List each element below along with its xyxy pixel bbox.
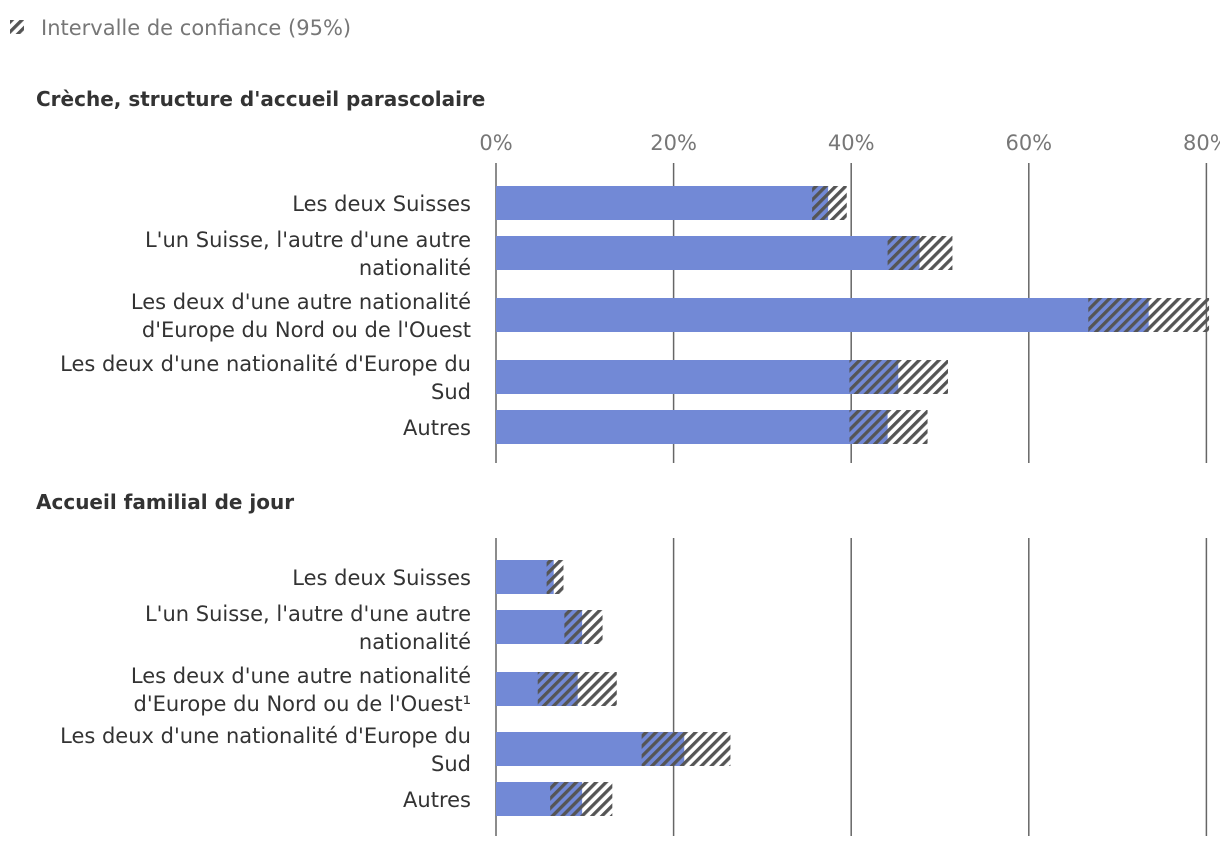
x-tick-label: 40% <box>828 131 875 155</box>
category-label-line: Les deux d'une nationalité d'Europe du <box>60 724 471 748</box>
bar <box>496 186 829 220</box>
category-label-line: Les deux d'une nationalité d'Europe du <box>60 352 471 376</box>
category-label-line: Les deux Suisses <box>292 566 471 590</box>
confidence-interval <box>537 672 617 706</box>
category-label: Les deux d'une autre nationalité d'Europe… <box>131 664 471 716</box>
category-label-line: Sud <box>431 380 471 404</box>
category-label-line: Les deux Suisses <box>292 192 471 216</box>
x-tick-label: 20% <box>650 131 697 155</box>
bar <box>496 360 899 394</box>
category-label-line: L'un Suisse, l'autre d'une autre <box>145 228 471 252</box>
confidence-interval <box>849 360 948 394</box>
legend-ci-label: Intervalle de confiance (95%) <box>41 16 351 40</box>
confidence-interval <box>550 782 613 816</box>
category-label-line: Les deux d'une autre nationalité <box>131 290 471 314</box>
category-label: L'un Suisse, l'autre d'une autre national… <box>145 228 471 280</box>
category-label-line: Les deux d'une autre nationalité <box>131 664 471 688</box>
panel-title: Crèche, structure d'accueil parascolaire <box>36 87 485 111</box>
category-label-line: d'Europe du Nord ou de l'Ouest¹ <box>134 692 472 716</box>
category-label: Les deux d'une nationalité d'Europe du Su… <box>60 724 471 776</box>
bar <box>496 298 1149 332</box>
bar <box>496 236 920 270</box>
chart-panels: Crèche, structure d'accueil parascolaire… <box>36 87 1220 836</box>
category-label-line: nationalité <box>359 256 471 280</box>
category-label: Autres <box>403 416 471 440</box>
category-label: Autres <box>403 788 471 812</box>
panel-2: Accueil familial de jour Les deux Suisses… <box>36 490 1208 836</box>
confidence-interval <box>887 236 953 270</box>
category-label-line: Autres <box>403 788 471 812</box>
confidence-interval <box>564 610 603 644</box>
category-label-line: Sud <box>431 752 471 776</box>
legend-hatch-swatch <box>10 20 24 34</box>
category-label-line: d'Europe du Nord ou de l'Ouest <box>142 318 471 342</box>
category-label: Les deux Suisses <box>292 192 471 216</box>
x-tick-label: 60% <box>1005 131 1052 155</box>
legend: Intervalle de confiance (95%) <box>10 16 351 40</box>
category-label-line: nationalité <box>359 630 471 654</box>
bar <box>496 410 888 444</box>
panel-1: Crèche, structure d'accueil parascolaire… <box>36 87 1220 463</box>
category-label-line: L'un Suisse, l'autre d'une autre <box>145 602 471 626</box>
confidence-interval <box>1088 298 1210 332</box>
x-tick-label: 0% <box>479 131 512 155</box>
confidence-interval <box>849 410 928 444</box>
category-label: Les deux Suisses <box>292 566 471 590</box>
confidence-interval <box>546 560 564 594</box>
category-label-line: Autres <box>403 416 471 440</box>
panel-title: Accueil familial de jour <box>36 490 294 514</box>
confidence-interval <box>812 186 847 220</box>
confidence-interval <box>641 732 731 766</box>
category-label: Les deux d'une nationalité d'Europe du Su… <box>60 352 471 404</box>
category-label: Les deux d'une autre nationalité d'Europe… <box>131 290 471 342</box>
category-label: L'un Suisse, l'autre d'une autre national… <box>145 602 471 654</box>
x-tick-label: 80% <box>1183 131 1220 155</box>
bar <box>496 560 554 594</box>
